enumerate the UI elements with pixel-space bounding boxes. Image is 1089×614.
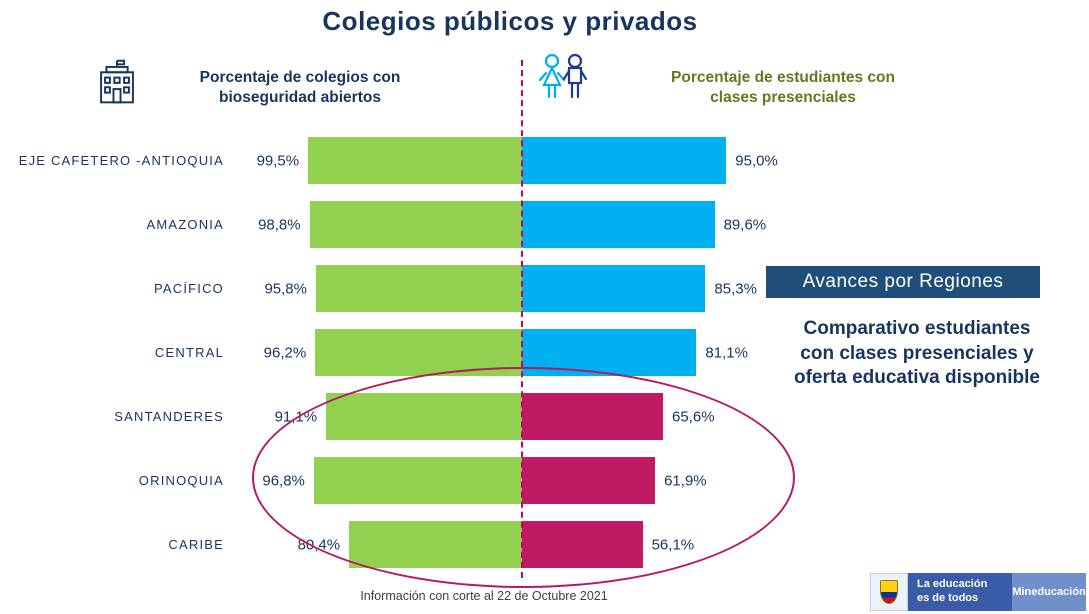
center-divider-dashed-line [521,60,523,578]
left-half: 98,8% [238,201,522,248]
right-bar [522,521,643,568]
left-half: 96,8% [238,457,522,504]
left-bar [349,521,522,568]
right-value-label: 89,6% [723,216,767,233]
right-half: 95,0% [522,137,1089,184]
left-half: 95,8% [238,265,522,312]
comparative-note-line: oferta educativa disponible [794,367,1040,389]
left-axis-header: Porcentaje de colegios con bioseguridad … [199,69,401,107]
chart-row: CARIBE 80,4% 56,1% [0,521,1089,568]
category-label: PACÍFICO [153,281,224,296]
right-half: 89,6% [522,201,1089,248]
chart-row: EJE CAFETERO -ANTIOQUIA 99,5% 95,0% [0,137,1089,184]
left-value-label: 91,1% [274,408,318,425]
right-value-label: 56,1% [651,536,695,553]
right-bar [522,393,663,440]
category-label: SANTANDERES [114,409,224,424]
page-title: Colegios públicos y privados [322,6,698,36]
right-bar [522,329,697,376]
students-icon [534,50,592,113]
left-value-label: 95,8% [264,280,307,297]
colombia-crest-box [870,573,908,611]
left-bar [316,265,522,312]
left-bar [326,393,522,440]
right-value-label: 65,6% [672,408,715,425]
right-bar [522,457,656,504]
right-half: 56,1% [522,521,1089,568]
right-value-label: 95,0% [735,152,778,169]
comparative-note-line: Comparativo estudiantes [803,318,1031,339]
right-axis-header: Porcentaje de estudiantes con clases pre… [671,69,895,107]
right-value-label: 85,3% [714,280,757,297]
left-bar [315,329,522,376]
government-logo-bar: La educación es de todos Mineducación [870,573,1086,611]
education-slogan: La educación es de todos [908,573,1012,611]
school-building-icon [94,58,140,111]
category-label: CENTRAL [154,345,224,360]
right-bar [522,201,715,248]
left-bar [313,457,522,504]
left-half: 96,2% [238,329,522,376]
left-half: 99,5% [238,137,522,184]
category-label: CARIBE [168,537,224,552]
chart-row: ORINOQUIA 96,8% 61,9% [0,457,1089,504]
right-half: 61,9% [522,457,1089,504]
left-half: 80,4% [238,521,522,568]
comparative-note-line: con clases presenciales y [800,342,1034,364]
left-value-label: 96,2% [263,344,307,361]
left-value-label: 99,5% [256,152,300,169]
slogan-line-1: La educación [917,578,988,591]
chart-row: PACÍFICO 95,8% 85,3% [0,265,1089,312]
category-label: ORINOQUIA [138,473,224,488]
right-half: 85,3% [522,265,1089,312]
left-value-label: 98,8% [258,216,301,233]
left-value-label: 96,8% [262,472,305,489]
comparative-note: Comparativo estudiantes con clases prese… [752,317,1082,391]
right-bar [522,137,727,184]
left-bar [309,201,522,248]
left-bar [308,137,522,184]
ministry-label: Mineducación [1012,573,1086,611]
left-value-label: 80,4% [297,536,341,553]
right-bar [522,265,706,312]
right-value-label: 81,1% [705,344,748,361]
chart-row: AMAZONIA 98,8% 89,6% [0,201,1089,248]
data-cutoff-footnote: Información con corte al 22 de Octubre 2… [360,589,608,603]
right-value-label: 61,9% [664,472,707,489]
category-label: AMAZONIA [146,217,224,232]
region-badge: Avances por Regiones [766,266,1040,298]
colombia-crest-icon [880,580,898,604]
category-label: EJE CAFETERO -ANTIOQUIA [18,153,224,168]
chart-row: SANTANDERES 91,1% 65,6% [0,393,1089,440]
slogan-line-2: es de todos [917,592,979,604]
left-half: 91,1% [238,393,522,440]
right-half: 65,6% [522,393,1089,440]
